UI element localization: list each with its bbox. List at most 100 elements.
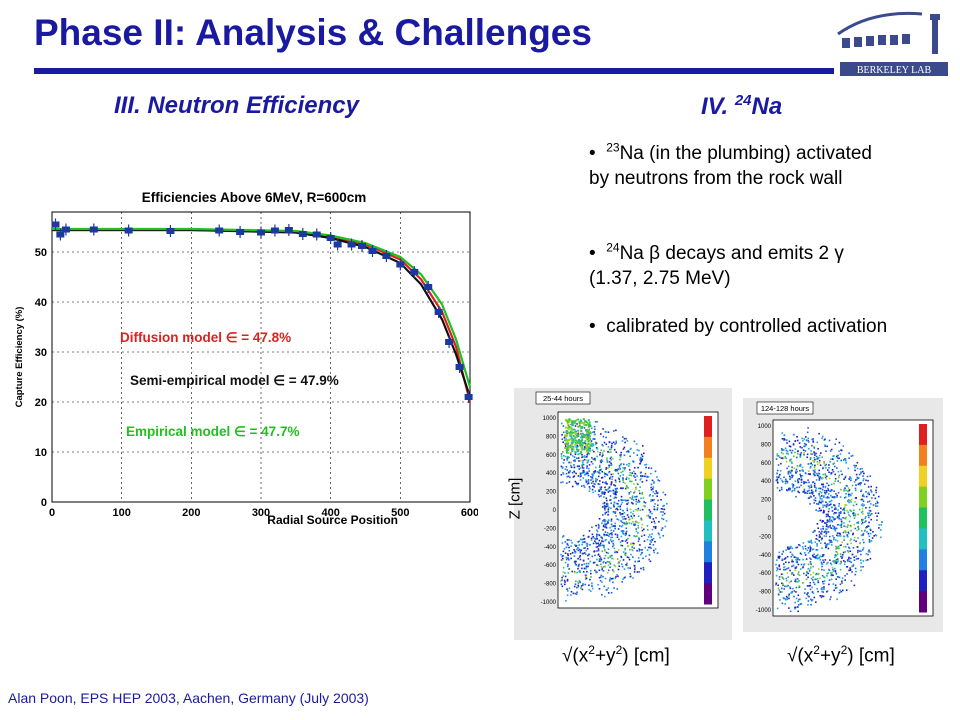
map-point [786,439,788,441]
map-point [660,529,663,531]
map-point [825,525,828,528]
map-point [812,592,815,595]
map-point [628,477,630,480]
map-point [811,491,813,494]
map-point [566,422,569,425]
map-point [849,499,851,502]
map-point [859,542,861,545]
map-point [812,565,814,568]
map-point [614,491,617,493]
map-point [838,535,841,537]
x-tick-label: 300 [252,507,270,519]
map-point [867,512,869,514]
map-point [651,512,653,515]
map-point [817,568,820,570]
map-point [606,588,608,591]
map-point [830,472,833,474]
map-point [862,519,864,521]
map-point [843,538,845,541]
map-point [591,488,594,491]
map-point [805,443,807,446]
map-point [865,491,867,493]
color-scale-segment [704,416,712,438]
map-point [832,560,835,563]
map-point [616,491,618,493]
map-point [641,459,643,461]
map-point [828,467,830,469]
map-point [781,558,784,560]
map-point [809,582,811,584]
map-point [593,537,595,539]
map-point [776,453,779,455]
map-point [786,467,788,470]
gamma-symbol: γ [834,243,844,264]
map-point [633,470,635,473]
map-point [566,451,568,454]
map-point [606,457,608,460]
map-point [602,566,605,568]
map-point [826,521,829,523]
map-point [855,555,857,558]
map-point [827,531,830,533]
map-point [567,554,569,557]
map-point [880,536,882,539]
map-point [849,550,852,552]
map-point [808,570,811,572]
bullet-item: • 24Na β decays and emits 2 γ (1.37, 2.7… [589,240,844,289]
map-point [792,443,795,446]
map-point [637,522,640,524]
map-point [870,485,872,488]
map-point [598,544,600,546]
map-point [815,487,818,489]
map-point [587,419,590,422]
map-point [793,489,796,492]
map-point [820,539,823,541]
map-point [621,565,624,568]
map-point [662,505,664,508]
map-point [606,534,608,536]
map-point [598,539,601,542]
map-point [635,498,637,501]
map-point [614,484,617,487]
map-point [610,483,612,486]
map-point [626,522,628,525]
map-point [584,547,586,549]
map-point [614,551,616,554]
map-point [799,453,802,456]
map-point [560,481,562,484]
map-point [775,574,778,577]
map-point [603,472,606,474]
map-point [825,505,828,508]
map-point [612,557,614,560]
map-point [855,546,858,548]
map-point [797,490,799,493]
map-point [560,474,563,476]
map-point [862,493,865,496]
map-point [653,505,656,508]
map-point [821,500,823,502]
map-point [560,453,563,455]
map-point [861,510,864,513]
map-point [786,555,789,558]
map-point [815,578,817,581]
map-point [606,489,608,491]
map-point [850,501,852,503]
map-point [806,585,809,587]
map-point [809,473,811,476]
map-point [809,547,812,549]
map-point [570,427,573,430]
map-point [605,431,607,433]
map-point [598,534,601,537]
map-point [605,551,608,554]
map-point [582,418,585,421]
map-point [616,507,618,510]
map-point [825,563,828,565]
map-point [618,466,621,469]
map-point [622,436,624,438]
map-point [791,591,794,593]
map-point [797,594,800,597]
map-point [821,574,824,577]
map-point [601,522,603,524]
map-point [832,517,835,520]
map-point [650,500,652,503]
